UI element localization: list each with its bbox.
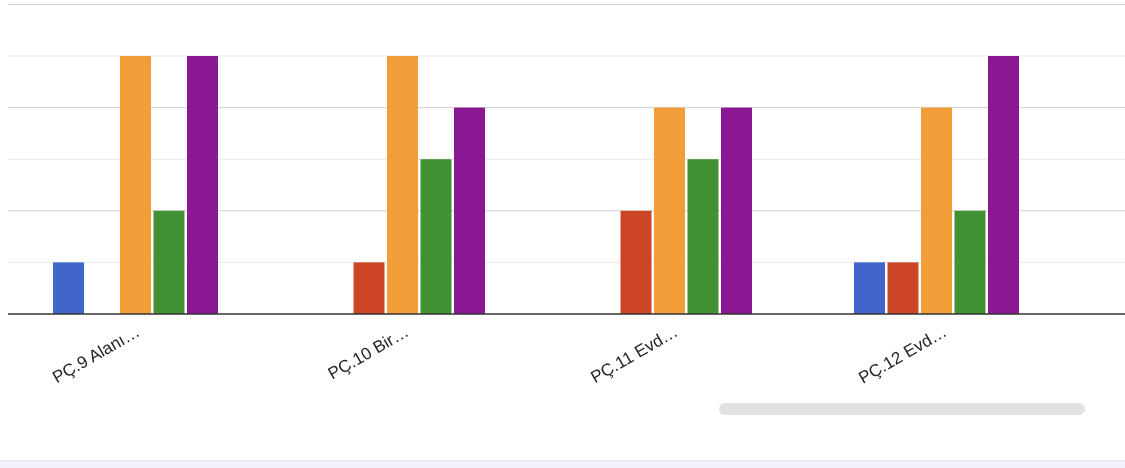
bar-2-2[interactable]: [353, 262, 385, 314]
bar-1-5[interactable]: [187, 56, 218, 314]
x-tick-label: PÇ.10 Bir…: [325, 322, 412, 383]
bar-1-3[interactable]: [120, 56, 151, 314]
x-tick-label: PÇ.11 Evd…: [587, 322, 681, 387]
x-tick-labels: PÇ.9 Alanı… PÇ.10 Bir… PÇ.11 Evd… PÇ.12 Evd…: [49, 322, 950, 388]
bar-2-5[interactable]: [454, 107, 485, 314]
bar-2-3[interactable]: [387, 56, 418, 314]
bars: [53, 56, 1019, 314]
bar-3-5[interactable]: [721, 107, 752, 314]
bar-1-1[interactable]: [53, 262, 84, 314]
bar-3-2[interactable]: [620, 210, 652, 314]
bottom-strip: [0, 460, 1125, 468]
bar-2-4[interactable]: [420, 159, 452, 314]
x-tick-label: PÇ.9 Alanı…: [49, 322, 143, 387]
horizontal-scrollbar-thumb[interactable]: [719, 403, 1085, 415]
bar-4-1[interactable]: [854, 262, 885, 314]
x-tick-label: PÇ.12 Evd…: [855, 322, 950, 388]
bar-1-4[interactable]: [153, 210, 185, 314]
bar-3-4[interactable]: [687, 159, 719, 314]
bar-4-4[interactable]: [954, 210, 986, 314]
bar-4-3[interactable]: [921, 107, 952, 314]
bar-3-3[interactable]: [654, 107, 685, 314]
bar-4-5[interactable]: [988, 56, 1019, 314]
bar-4-2[interactable]: [887, 262, 919, 314]
